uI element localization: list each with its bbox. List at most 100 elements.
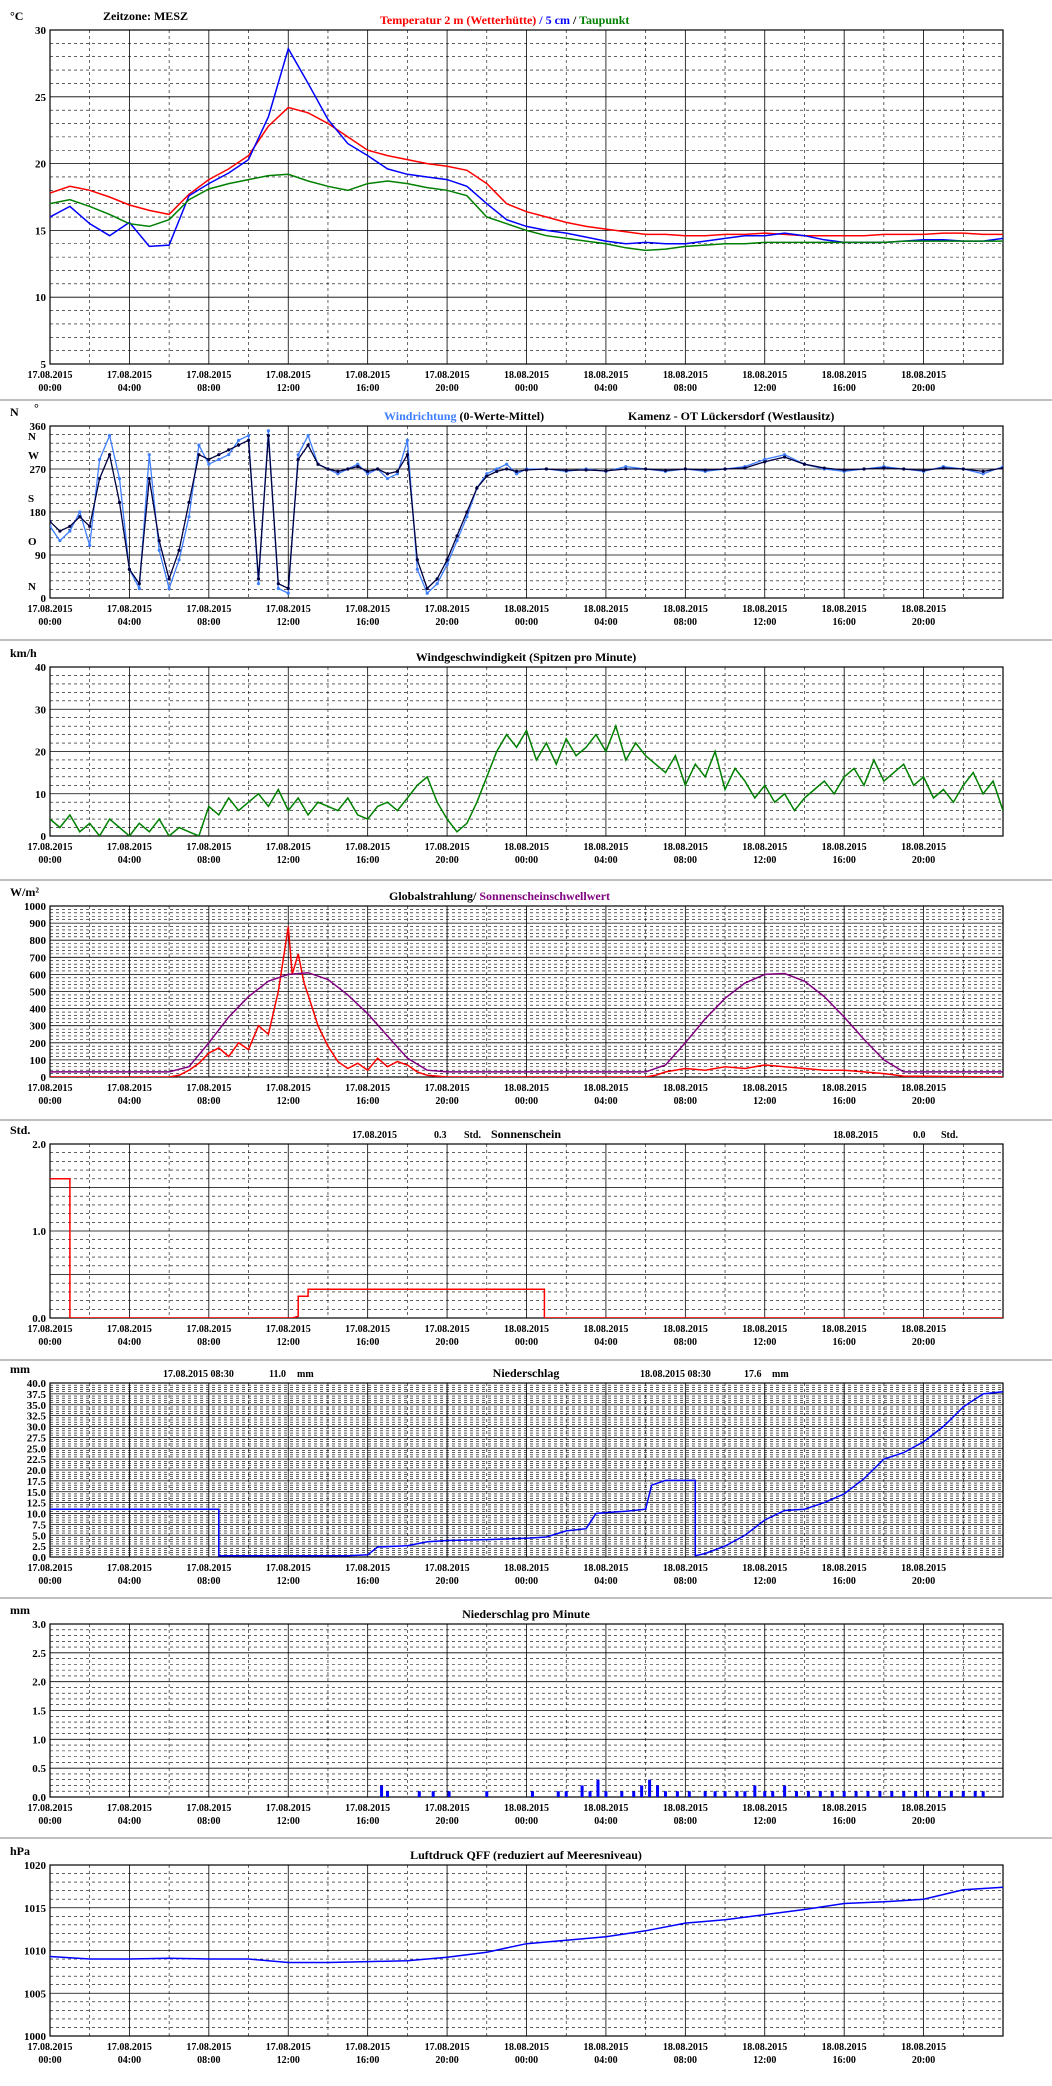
scatter-point	[366, 472, 370, 476]
x-tick-time: 12:00	[277, 617, 300, 628]
x-tick-date: 18.08.2015	[822, 842, 867, 853]
y-tick-label: 1.0	[32, 1734, 46, 1746]
bar-mark	[735, 1791, 739, 1797]
scatter-point	[227, 448, 231, 452]
scatter-point	[802, 462, 807, 466]
bar-mark	[580, 1785, 584, 1797]
x-tick-date: 18.08.2015	[504, 370, 549, 381]
summary-unit: Std.	[464, 1130, 481, 1141]
x-tick-time: 04:00	[594, 1096, 617, 1107]
y-tick-label: 30	[35, 704, 47, 716]
x-tick-time: 04:00	[118, 855, 141, 866]
chart-precipitation: 0.02.55.07.510.012.515.017.520.022.525.0…	[10, 1362, 1004, 1587]
scatter-point	[266, 433, 270, 438]
scatter-point	[703, 468, 707, 472]
bar-mark	[818, 1791, 822, 1797]
bar-mark	[663, 1791, 667, 1797]
chart-global_radiation: 0 100 200 300 400 500 600 700 800 900 1000 W/m² Glob…	[10, 885, 1004, 1107]
scatter-point	[326, 467, 330, 471]
compass-label: O	[28, 536, 37, 548]
series-group	[50, 46, 1003, 252]
scatter-point	[157, 539, 161, 543]
scatter-point	[356, 462, 360, 466]
scatter-point	[58, 529, 62, 533]
x-tick-date: 18.08.2015	[742, 842, 787, 853]
x-tick-time: 20:00	[912, 1816, 935, 1827]
x-tick-date: 17.08.2015	[345, 842, 390, 853]
scatter-point	[941, 466, 946, 470]
x-tick-time: 00:00	[515, 1576, 538, 1587]
y-tick-label: 1000	[24, 2031, 47, 2043]
scatter-point	[465, 515, 469, 519]
x-tick-time: 16:00	[832, 855, 855, 866]
x-tick-date: 17.08.2015	[425, 842, 470, 853]
y-tick-label: 3.0	[32, 1619, 46, 1631]
chart-temperature: 5 10 15 20 25 30 °C Temperatur 2 m (Wetterhütte…	[10, 9, 1004, 394]
scatter-point	[88, 543, 92, 548]
x-tick-date: 17.08.2015	[266, 1803, 311, 1814]
bar-mark	[771, 1791, 775, 1797]
series-line-taupunkt	[50, 173, 1003, 252]
scatter-point	[505, 462, 509, 466]
scatter-point	[683, 467, 687, 471]
y-tick-label: 600	[30, 969, 47, 981]
y-tick-label: 1005	[24, 1988, 47, 2000]
bar-mark	[830, 1791, 834, 1797]
y-tick-label: 25.0	[27, 1443, 47, 1455]
x-tick-date: 18.08.2015	[901, 842, 946, 853]
x-tick-time: 04:00	[118, 1337, 141, 1348]
bar-mark	[973, 1791, 977, 1797]
x-tick-time: 16:00	[832, 1096, 855, 1107]
y-tick-label: 400	[30, 1004, 47, 1016]
scatter-point	[256, 577, 261, 581]
x-tick-date: 18.08.2015	[901, 1563, 946, 1574]
x-tick-time: 12:00	[277, 1576, 300, 1587]
scatter-point	[524, 468, 529, 472]
summary-date: 17.08.2015	[352, 1130, 397, 1141]
plot-frame	[49, 1623, 1004, 1798]
plot-frame	[49, 1864, 1004, 2037]
scatter-point	[286, 586, 290, 591]
y-tick-label: 0.0	[32, 1313, 46, 1325]
x-tick-time: 00:00	[38, 1337, 61, 1348]
x-tick-date: 17.08.2015	[345, 370, 390, 381]
y-tick-label: 2.5	[32, 1648, 46, 1660]
x-tick-time: 04:00	[118, 2055, 141, 2066]
x-tick-time: 00:00	[38, 383, 61, 394]
x-tick-time: 00:00	[515, 1337, 538, 1348]
x-tick-time: 00:00	[38, 1096, 61, 1107]
x-tick-date: 18.08.2015	[663, 2042, 708, 2053]
scatter-point	[187, 500, 191, 505]
scatter-point	[346, 467, 350, 471]
x-tick-date: 18.08.2015	[504, 2042, 549, 2053]
scatter-point	[107, 453, 112, 457]
y-tick-label: 12.5	[27, 1498, 47, 1510]
x-tick-time: 08:00	[197, 617, 220, 628]
scatter-point	[217, 453, 221, 457]
x-tick-time: 20:00	[435, 1576, 458, 1587]
y-tick-label: 200	[30, 1038, 47, 1050]
scatter-point	[207, 457, 211, 462]
scatter-point	[763, 457, 767, 462]
y-tick-label: 180	[30, 507, 47, 519]
bar-mark	[596, 1779, 600, 1797]
scatter-point	[445, 558, 449, 562]
x-tick-time: 12:00	[753, 383, 776, 394]
x-tick-time: 16:00	[832, 1576, 855, 1587]
scatter-point	[276, 586, 280, 591]
x-tick-time: 12:00	[753, 1576, 776, 1587]
bar-mark	[926, 1791, 930, 1797]
x-tick-date: 17.08.2015	[266, 370, 311, 381]
x-tick-time: 08:00	[197, 2055, 220, 2066]
x-tick-date: 18.08.2015	[901, 2042, 946, 2053]
x-tick-date: 18.08.2015	[663, 370, 708, 381]
scatter-point	[981, 469, 985, 473]
x-tick-labels: 17.08.2015 00:00 17.08.2015 04:00 17.08.2015…	[28, 604, 947, 628]
plot-frame	[49, 29, 1004, 365]
y-tick-label: 1020	[24, 1860, 47, 1872]
y-tick-label: 0	[41, 593, 47, 605]
x-tick-time: 00:00	[38, 855, 61, 866]
x-tick-time: 00:00	[515, 1096, 538, 1107]
scatter-point	[405, 453, 409, 457]
